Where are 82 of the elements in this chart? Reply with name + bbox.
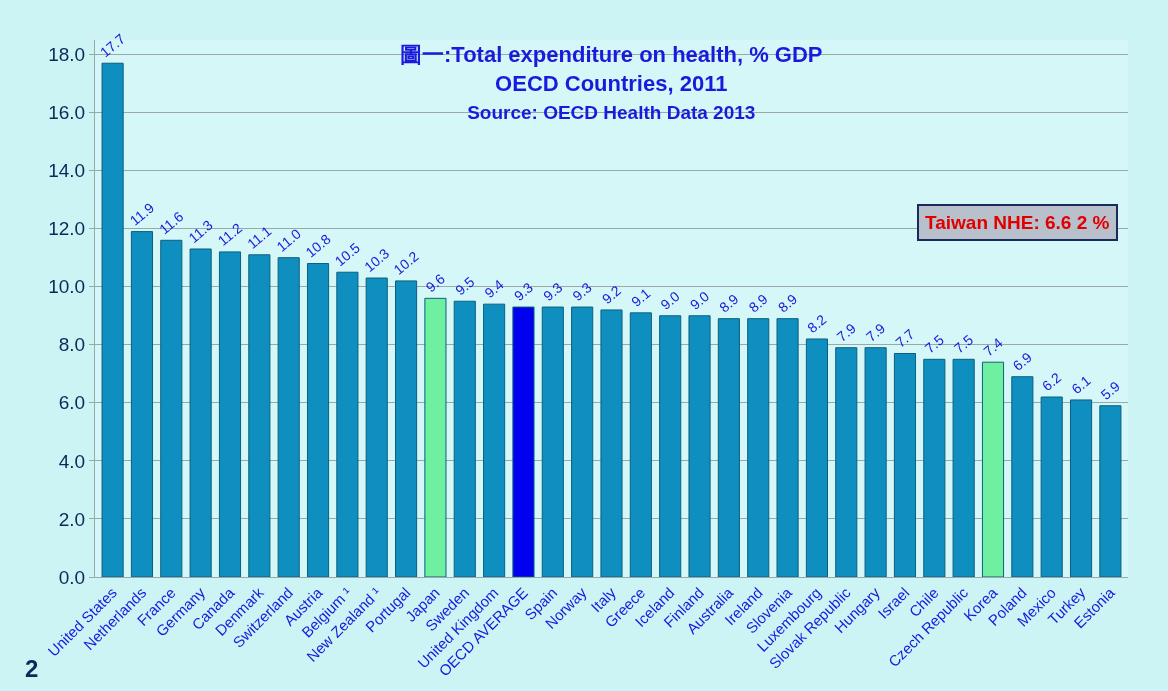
bar <box>659 315 682 577</box>
data-label: 8.9 <box>774 290 801 316</box>
data-label: 7.4 <box>980 334 1006 360</box>
data-label: 11.2 <box>214 219 246 249</box>
data-label: 7.9 <box>833 319 859 345</box>
data-label: 8.9 <box>716 290 742 316</box>
data-label: 11.0 <box>273 225 304 255</box>
bar <box>805 338 828 577</box>
data-label: 9.6 <box>422 270 449 296</box>
data-label: 9.0 <box>686 287 713 313</box>
bar <box>747 318 770 577</box>
bar <box>101 62 124 577</box>
data-label: 9.3 <box>569 279 595 305</box>
bar <box>483 303 506 577</box>
data-label: 9.0 <box>657 287 683 313</box>
data-label: 11.1 <box>244 222 275 252</box>
bar <box>512 306 535 577</box>
y-tick-label: 8.0 <box>58 334 86 356</box>
data-label: 10.5 <box>331 239 364 270</box>
bar <box>218 251 242 577</box>
data-label: 11.9 <box>126 199 158 229</box>
y-tick-label: 18.0 <box>48 44 86 66</box>
data-label: 7.7 <box>892 325 918 351</box>
data-label: 7.5 <box>921 331 947 357</box>
bar <box>1099 405 1122 577</box>
data-label: 10.3 <box>361 245 393 276</box>
bar <box>277 257 300 577</box>
bar <box>130 231 154 577</box>
y-tick-label: 2.0 <box>58 508 86 530</box>
data-label: 11.3 <box>185 216 216 246</box>
data-label: 7.5 <box>950 331 977 357</box>
bar <box>1069 399 1093 577</box>
data-label: 6.2 <box>1039 369 1065 395</box>
y-tick-label: 16.0 <box>48 102 86 124</box>
bar <box>688 315 711 577</box>
bar <box>923 358 946 577</box>
data-label: 11.6 <box>156 208 187 238</box>
data-label: 9.2 <box>598 282 625 307</box>
bar <box>541 306 564 577</box>
y-tick-label: 10.0 <box>48 276 86 298</box>
bar <box>189 248 212 577</box>
bar <box>717 318 740 577</box>
bar <box>306 263 330 577</box>
bar <box>248 254 271 577</box>
text: 2 <box>25 655 39 682</box>
data-label: 8.9 <box>745 290 771 316</box>
data-label: 6.9 <box>1009 348 1036 374</box>
y-tick-label: 4.0 <box>58 450 86 472</box>
data-label: 7.9 <box>862 319 889 345</box>
y-tick-label: 12.0 <box>48 218 86 240</box>
bar <box>395 280 418 577</box>
bar <box>864 347 887 577</box>
bar <box>1011 376 1034 577</box>
bar <box>776 318 799 577</box>
bar <box>600 309 623 577</box>
data-label: 5.9 <box>1097 377 1124 403</box>
data-label: 9.5 <box>452 273 478 299</box>
data-label: 9.3 <box>510 279 537 305</box>
bar <box>424 297 447 577</box>
bar <box>365 277 388 577</box>
y-tick-label: 6.0 <box>58 392 86 414</box>
data-label: 9.3 <box>540 279 566 305</box>
bar <box>629 312 652 577</box>
y-tick-label: 0.0 <box>58 566 86 588</box>
text: 圖一:Total expenditure on health, % GDP OECD Countries, 2011 <box>400 42 823 96</box>
bar <box>336 271 359 577</box>
data-label: 10.2 <box>390 248 422 278</box>
bar <box>571 306 594 577</box>
data-label: 9.4 <box>481 276 507 302</box>
data-label: 8.2 <box>804 311 830 336</box>
bar <box>893 352 917 577</box>
bar <box>981 361 1005 577</box>
bar <box>453 300 476 577</box>
y-tick-label: 14.0 <box>48 160 86 182</box>
data-label: 9.1 <box>628 284 654 310</box>
bar <box>952 358 975 577</box>
bar <box>1040 396 1063 577</box>
annotation: Taiwan NHE: 6.6 2 % <box>925 212 1110 233</box>
bar <box>835 347 858 577</box>
bar <box>160 239 183 577</box>
text: Source: OECD Health Data 2013 <box>467 102 756 124</box>
data-label: 6.1 <box>1068 372 1094 397</box>
